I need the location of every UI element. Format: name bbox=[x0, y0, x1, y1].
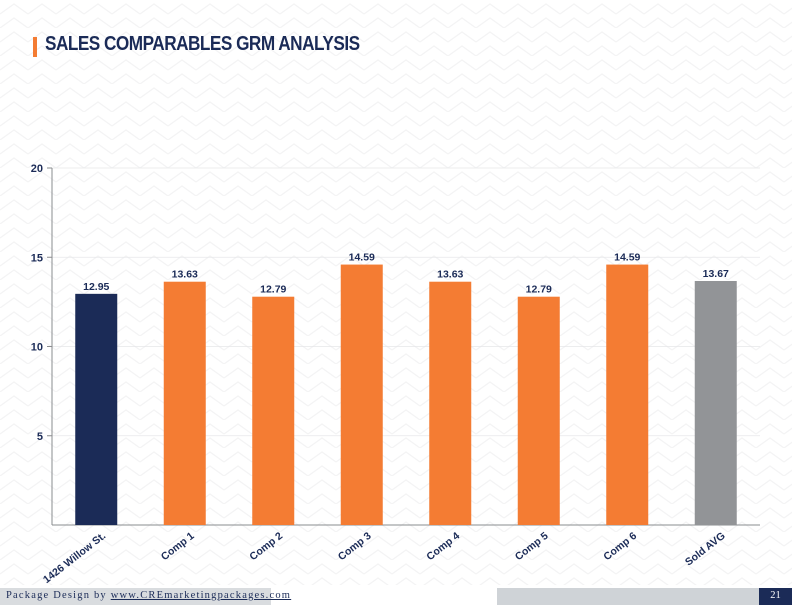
category-label: Comp 5 bbox=[513, 530, 551, 563]
grm-bar-chart: 5 10 15 20 12.95 1426 Willow St. 13.63 Comp 1 12… bbox=[31, 163, 760, 585]
bar bbox=[252, 296, 295, 525]
data-label: 13.67 bbox=[703, 268, 729, 280]
data-label: 12.79 bbox=[260, 284, 286, 296]
category-label: Comp 6 bbox=[601, 530, 639, 563]
category-label: Comp 4 bbox=[424, 530, 462, 563]
category-label: Comp 2 bbox=[247, 530, 285, 563]
category-label: 1426 Willow St. bbox=[41, 530, 108, 585]
page-number-box: 21 bbox=[759, 588, 792, 605]
bar bbox=[429, 281, 472, 525]
bar bbox=[694, 280, 737, 525]
footer-credit: Package Design by www.CREmarketingpackag… bbox=[6, 590, 291, 601]
y-tick-label: 15 bbox=[31, 252, 43, 264]
footer-prefix: Package Design by bbox=[6, 590, 111, 601]
data-label: 14.59 bbox=[614, 252, 640, 264]
data-label: 13.63 bbox=[172, 269, 198, 281]
y-tick-label: 10 bbox=[31, 342, 43, 354]
data-label: 14.59 bbox=[349, 252, 375, 264]
bar bbox=[340, 264, 383, 525]
bar bbox=[606, 264, 649, 525]
title-accent-bar bbox=[33, 37, 37, 57]
page-title: SALES COMPARABLES GRM ANALYSIS bbox=[45, 33, 360, 55]
footer-link[interactable]: www.CREmarketingpackages.com bbox=[110, 590, 292, 601]
bar bbox=[75, 293, 118, 525]
bar bbox=[163, 281, 206, 525]
y-tick-label: 20 bbox=[31, 163, 43, 175]
bar bbox=[517, 296, 560, 525]
data-label: 13.63 bbox=[437, 269, 463, 281]
y-tick-label: 5 bbox=[37, 431, 43, 443]
data-label: 12.79 bbox=[526, 284, 552, 296]
category-label: Sold AVG bbox=[683, 530, 728, 569]
category-label: Comp 1 bbox=[159, 530, 197, 563]
category-label: Comp 3 bbox=[336, 530, 374, 563]
footer-right-bar bbox=[497, 588, 792, 605]
data-label: 12.95 bbox=[83, 281, 109, 293]
page-number: 21 bbox=[770, 590, 781, 601]
footer-credit-bar: Package Design by www.CREmarketingpackag… bbox=[0, 588, 290, 605]
